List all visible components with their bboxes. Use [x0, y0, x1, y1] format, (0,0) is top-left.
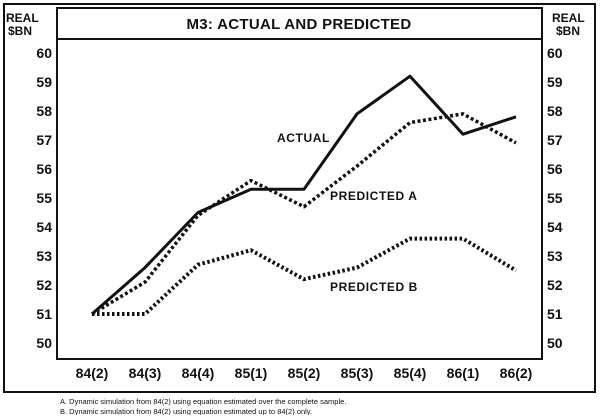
left-unit-line1: REAL [6, 11, 39, 25]
y-tick-left-53: 53 [36, 248, 52, 264]
y-tick-right-60: 60 [547, 45, 563, 61]
y-tick-left-59: 59 [36, 74, 52, 90]
x-tick-84(4): 84(4) [182, 365, 215, 381]
x-tick-84(2): 84(2) [76, 365, 109, 381]
x-axis: 84(2) 84(3) 84(4) 85(1) 85(2) 85(3) 85(4) 86(1)… [76, 365, 533, 381]
x-tick-86(1): 86(1) [447, 365, 480, 381]
y-tick-right-55: 55 [547, 190, 563, 206]
y-axis-left: 50 51 52 53 54 55 56 57 58 59 60 [36, 45, 52, 351]
right-unit-line1: REAL [552, 11, 585, 25]
y-tick-left-51: 51 [36, 306, 52, 322]
x-tick-85(2): 85(2) [288, 365, 321, 381]
y-tick-left-56: 56 [36, 161, 52, 177]
x-tick-85(3): 85(3) [341, 365, 374, 381]
plot-area [56, 38, 543, 360]
y-tick-right-57: 57 [547, 132, 563, 148]
y-tick-right-56: 56 [547, 161, 563, 177]
series-group [91, 74, 518, 316]
y-tick-left-55: 55 [36, 190, 52, 206]
x-tick-85(1): 85(1) [235, 365, 268, 381]
annotation-actual: ACTUAL [277, 131, 330, 145]
annotation-predicted-b: PREDICTED B [330, 280, 418, 294]
m3-chart: M3: ACTUAL AND PREDICTED REAL $BN REAL $… [3, 3, 596, 393]
footnote-a: A. Dynamic simulation from 84(2) using e… [60, 397, 347, 406]
chart-title: M3: ACTUAL AND PREDICTED [187, 16, 412, 33]
x-tick-86(2): 86(2) [500, 365, 533, 381]
y-tick-right-52: 52 [547, 277, 563, 293]
footnote-b: B. Dynamic simulation from 84(2) using e… [60, 407, 313, 415]
y-tick-left-58: 58 [36, 103, 52, 119]
y-tick-left-60: 60 [36, 45, 52, 61]
y-tick-right-58: 58 [547, 103, 563, 119]
y-tick-left-50: 50 [36, 335, 52, 351]
chart-frame [3, 3, 596, 393]
right-unit-line2: $BN [556, 24, 580, 38]
y-axis-right: 50 51 52 53 54 55 56 57 58 59 60 [547, 45, 563, 351]
left-unit-line2: $BN [8, 24, 32, 38]
y-tick-right-54: 54 [547, 219, 563, 235]
x-tick-84(3): 84(3) [129, 365, 162, 381]
x-tick-85(4): 85(4) [394, 365, 427, 381]
y-tick-right-51: 51 [547, 306, 563, 322]
y-tick-left-54: 54 [36, 219, 52, 235]
y-tick-right-53: 53 [547, 248, 563, 264]
y-tick-right-59: 59 [547, 74, 563, 90]
y-tick-right-50: 50 [547, 335, 563, 351]
y-tick-left-57: 57 [36, 132, 52, 148]
annotation-predicted-a: PREDICTED A [330, 189, 418, 203]
y-tick-left-52: 52 [36, 277, 52, 293]
